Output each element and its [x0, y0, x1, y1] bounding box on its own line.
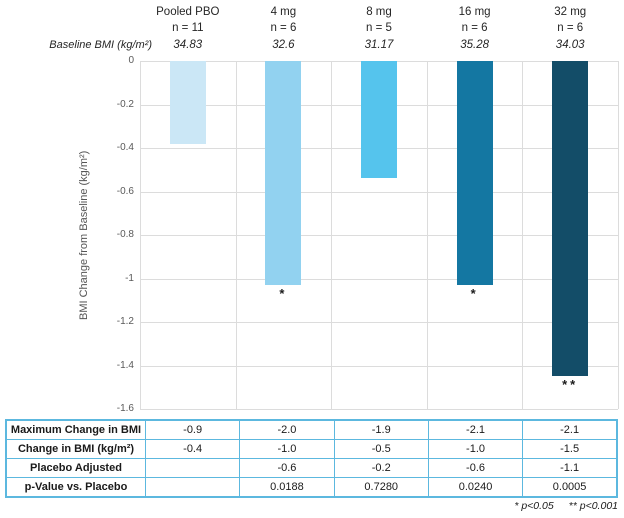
- column-baseline-bmi-5: 34.03: [555, 39, 585, 51]
- table-cell: 0.7280: [333, 477, 429, 498]
- column-baseline-bmi-2: 32.6: [272, 39, 295, 51]
- table-row: p-Value vs. Placebo 0.0188 0.7280 0.0240 0.0…: [5, 477, 618, 498]
- footnote-p05: * p<0.05: [514, 500, 554, 512]
- column-header-4: 16 mg: [458, 6, 491, 18]
- v-gridline: [522, 61, 524, 409]
- bar-32-mg: [552, 61, 589, 377]
- v-gridline: [618, 61, 619, 409]
- y-tick-label: -1: [125, 272, 134, 284]
- h-gridline: [140, 235, 618, 236]
- h-gridline: [140, 322, 618, 323]
- column-header-3: 8 mg: [366, 6, 392, 18]
- table-row: Placebo Adjusted -0.6 -0.2 -0.6 -1.1: [5, 458, 618, 478]
- y-tick-label: -0.4: [116, 142, 134, 153]
- significance-footnote: * p<0.05 ** p<0.001: [502, 500, 618, 512]
- column-n-3: n = 5: [366, 22, 392, 34]
- h-gridline: [140, 409, 618, 410]
- bar-16-mg: [456, 61, 493, 286]
- y-tick-label: -0.2: [116, 98, 134, 110]
- column-n-2: n = 6: [270, 22, 297, 34]
- table-cell: -0.6: [427, 458, 524, 478]
- y-tick-label: -0.6: [116, 185, 134, 197]
- significance-marker-4: *: [470, 286, 479, 302]
- row-label: p-Value vs. Placebo: [5, 477, 146, 498]
- bar-pooled-pbo: [169, 61, 206, 144]
- summary-table: Maximum Change in BMI -0.9 -2.0 -1.9 -2.1 -2.…: [5, 419, 618, 498]
- column-baseline-bmi-1: 34.83: [173, 39, 203, 51]
- column-n-5: n = 6: [557, 22, 584, 34]
- table-cell: -0.4: [144, 439, 241, 459]
- baseline-bmi-row-label: Baseline BMI (kg/m²): [49, 39, 152, 51]
- table-cell: -0.5: [333, 439, 429, 459]
- table-cell: -1.9: [333, 419, 429, 440]
- table-cell: -2.1: [427, 419, 524, 440]
- table-cell: -1.0: [427, 439, 524, 459]
- significance-marker-2: *: [279, 286, 288, 302]
- table-cell: -0.2: [333, 458, 429, 478]
- h-gridline: [140, 278, 618, 280]
- column-baseline-bmi-3: 31.17: [364, 39, 394, 51]
- column-header-2: 4 mg: [270, 6, 297, 18]
- v-gridline: [331, 61, 333, 409]
- table-cell: [144, 458, 241, 478]
- table-cell: 0.0005: [522, 477, 618, 498]
- h-gridline: [140, 365, 618, 367]
- table-cell: -1.5: [522, 439, 618, 459]
- table-cell: -1.0: [239, 439, 335, 459]
- y-axis-label: BMI Change from Baseline (kg/m²): [78, 150, 90, 320]
- v-gridline: [235, 61, 237, 409]
- row-label: Change in BMI (kg/m²): [5, 439, 146, 459]
- y-tick-label: -1.6: [116, 403, 134, 414]
- table-cell: -0.6: [239, 458, 335, 478]
- column-baseline-bmi-4: 35.28: [460, 39, 489, 51]
- y-tick-label: -0.8: [116, 229, 134, 240]
- row-label: Maximum Change in BMI: [5, 419, 146, 440]
- v-gridline: [426, 61, 428, 409]
- bar-8-mg: [361, 61, 397, 179]
- table-cell: [144, 477, 241, 498]
- table-row: Maximum Change in BMI -0.9 -2.0 -1.9 -2.1 -2.…: [5, 419, 618, 440]
- table-cell: -2.1: [522, 419, 618, 440]
- column-n-1: n = 11: [172, 22, 204, 34]
- table-cell: -0.9: [144, 419, 241, 440]
- bar-4-mg: [265, 61, 302, 286]
- significance-marker-5: **: [562, 377, 579, 393]
- v-gridline: [140, 61, 141, 409]
- column-header-1: Pooled PBO: [156, 6, 220, 18]
- footnote-p001: ** p<0.001: [568, 500, 618, 512]
- y-tick-label: 0: [128, 55, 134, 66]
- y-tick-label: -1.4: [116, 359, 134, 371]
- column-header-5: 32 mg: [554, 6, 587, 18]
- column-n-4: n = 6: [461, 22, 488, 34]
- table-cell: -1.1: [522, 458, 618, 478]
- row-label: Placebo Adjusted: [5, 458, 146, 478]
- h-gridline: [140, 191, 618, 193]
- table-cell: 0.0240: [427, 477, 524, 498]
- y-tick-label: -1.2: [116, 316, 134, 327]
- table-row: Change in BMI (kg/m²) -0.4 -1.0 -0.5 -1.0 -1.…: [5, 439, 618, 459]
- table-cell: 0.0188: [239, 477, 335, 498]
- table-cell: -2.0: [239, 419, 335, 440]
